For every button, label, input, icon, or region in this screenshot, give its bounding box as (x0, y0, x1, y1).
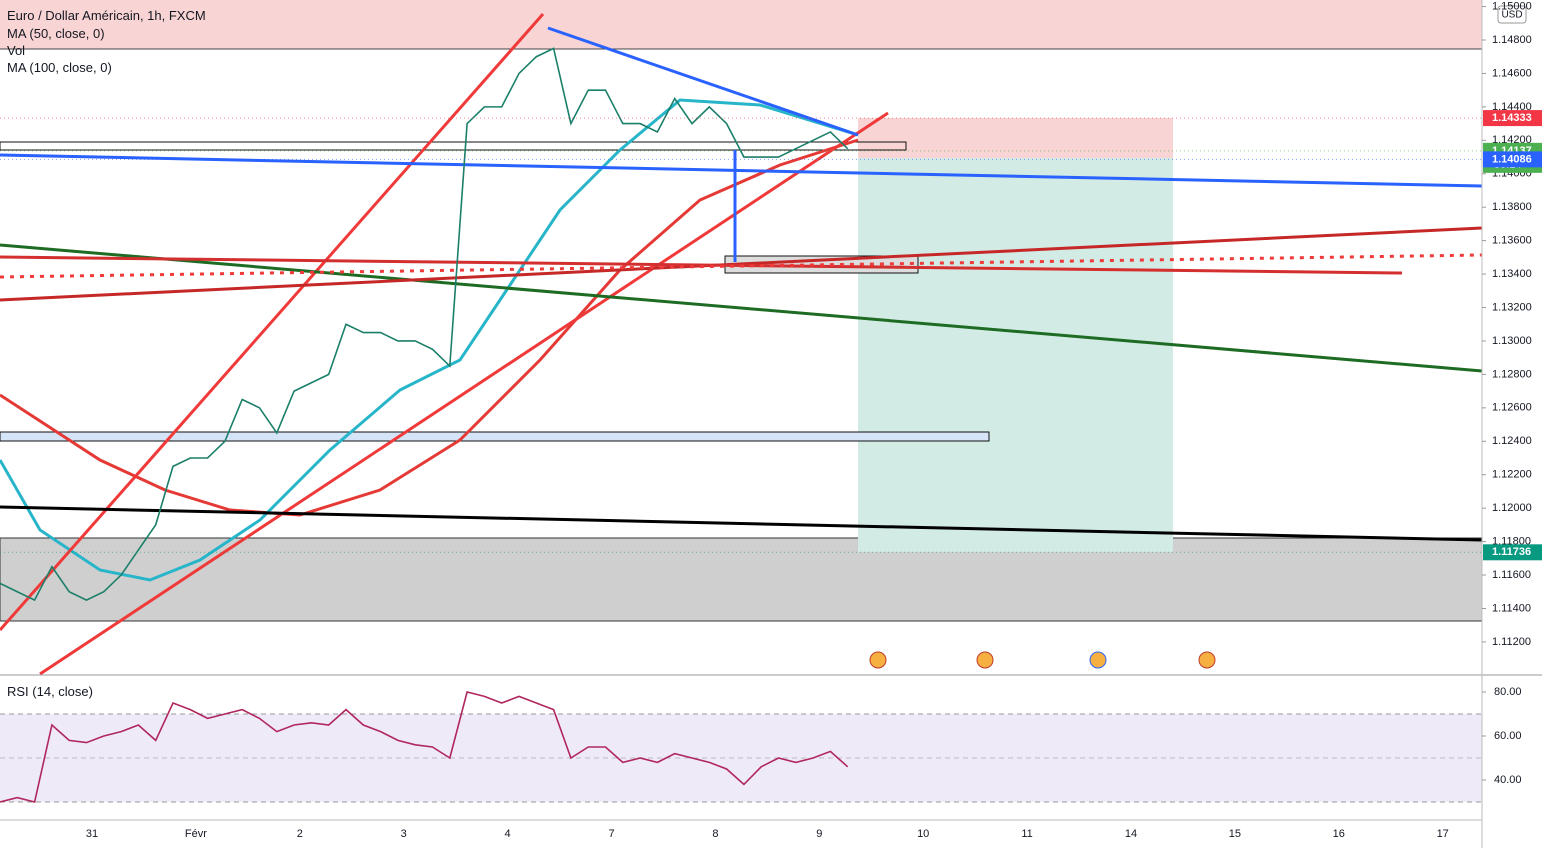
level-box (0, 141, 907, 151)
trend-line (0, 505, 1483, 542)
date-label: 3 (401, 828, 407, 840)
trend-line (39, 111, 889, 676)
stop-zone (858, 118, 1173, 158)
price-tick-label: 1.15000 (1492, 0, 1532, 12)
rsi-tick-label: 80.00 (1494, 686, 1522, 698)
ma-100 (0, 138, 859, 517)
trend-line (0, 13, 545, 631)
price-tick-label: 1.13400 (1492, 268, 1532, 280)
price-tick-label: 1.11400 (1492, 602, 1531, 614)
price-tick-label: 1.12000 (1492, 502, 1532, 514)
price-tick-label: 1.13200 (1492, 301, 1532, 313)
rsi-title: RSI (14, close) (7, 684, 93, 699)
drawings (0, 13, 1483, 676)
date-label: 7 (608, 828, 614, 840)
rsi-tick-label: 60.00 (1494, 730, 1522, 742)
indicator-label: MA (100, close, 0) (7, 60, 112, 75)
price-tick-label: 1.13000 (1492, 335, 1532, 347)
trend-line (0, 255, 1403, 275)
price-tick-label: 1.12800 (1492, 368, 1532, 380)
date-label: 10 (917, 828, 929, 840)
date-label: 15 (1229, 828, 1241, 840)
date-label: 31 (86, 828, 98, 840)
event-icon (976, 651, 994, 669)
trend-line (0, 153, 1483, 188)
price-label-box (1483, 110, 1542, 127)
target-zone (858, 158, 1173, 552)
price-line (0, 47, 849, 602)
price-tick-label: 1.14800 (1492, 34, 1532, 46)
ma-50 (0, 98, 859, 582)
price-tick-label: 1.12600 (1492, 402, 1532, 414)
price-tick-label: 1.11200 (1492, 636, 1531, 648)
date-label: 9 (816, 828, 822, 840)
resistance-zone (0, 0, 1482, 49)
price-label-box (1483, 544, 1542, 561)
price-tick-label: 1.13800 (1492, 201, 1532, 213)
event-icon (869, 651, 887, 669)
date-label: 16 (1333, 828, 1345, 840)
event-icon (1198, 651, 1216, 669)
price-label-box (1483, 151, 1542, 168)
level-box (0, 431, 990, 442)
trend-line (0, 253, 1483, 279)
date-label: 11 (1021, 828, 1032, 840)
currency[interactable]: USD (1501, 10, 1522, 21)
indicator-label: MA (50, close, 0) (7, 26, 105, 41)
price-tick-label: 1.14400 (1492, 101, 1532, 113)
price-tick-label: 1.12400 (1492, 435, 1532, 447)
support-zone (0, 537, 1483, 622)
trend-line (0, 243, 1483, 373)
price-tick-label: 1.12200 (1492, 469, 1532, 481)
date-label: 14 (1125, 828, 1137, 840)
currency-button[interactable] (1497, 5, 1527, 24)
date-label: 2 (297, 828, 303, 840)
symbol-title: Euro / Dollar Américain, 1h, FXCM (7, 8, 206, 23)
price-tick-label: 1.13600 (1492, 235, 1532, 247)
price-tick-label: 1.14600 (1492, 67, 1532, 79)
rsi-tick-label: 40.00 (1494, 774, 1522, 786)
event-icon (1089, 651, 1107, 669)
rsi-line (0, 691, 849, 803)
price-label: 1.14333 (1492, 112, 1532, 124)
date-label: Févr (185, 828, 207, 840)
date-label: 17 (1437, 828, 1449, 840)
price-label: 1.11736 (1492, 546, 1531, 558)
date-label: 4 (505, 828, 511, 840)
events (869, 651, 1216, 669)
date-label: 8 (712, 828, 718, 840)
indicator-label: Vol (7, 43, 25, 58)
trend-line (547, 26, 859, 137)
price-tick-label: 1.11600 (1492, 569, 1531, 581)
price-label: 1.14086 (1492, 153, 1532, 165)
